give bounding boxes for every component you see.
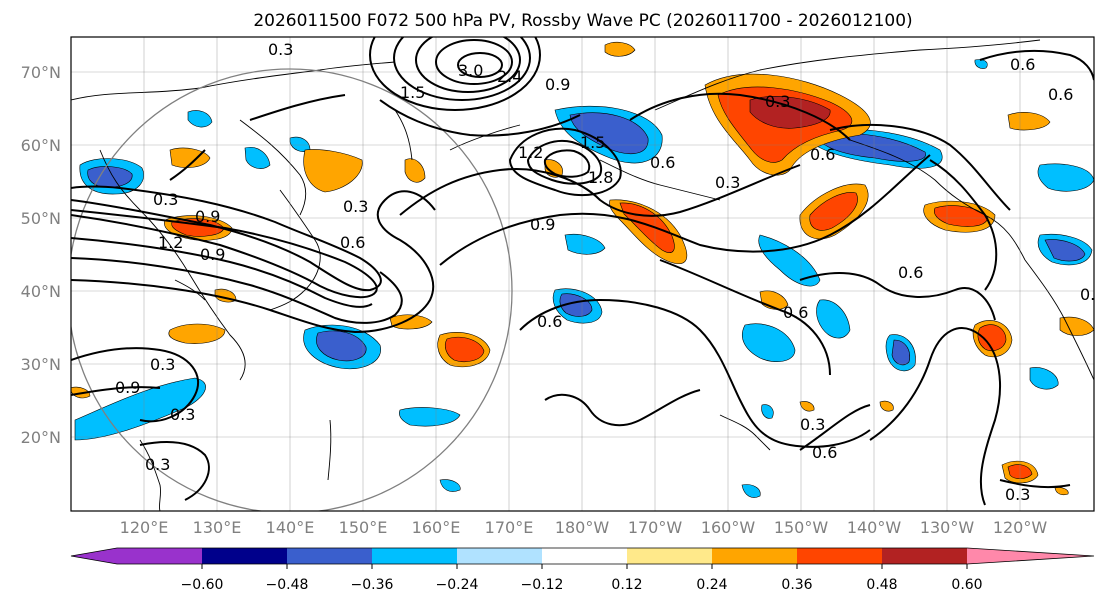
colorbar-underflow-triangle: [71, 548, 117, 564]
lat-label: 70°N: [21, 63, 61, 82]
colorbar-tick-label: −0.60: [181, 577, 224, 593]
lon-label: 160°W: [701, 518, 756, 537]
lon-label: 180°W: [555, 518, 610, 537]
lon-label: 150°W: [774, 518, 829, 537]
colorbar-segment: [797, 548, 882, 564]
pc-shading-layer: [71, 41, 1094, 498]
contour-label: 1.8: [588, 168, 613, 187]
colorbar-segment: [712, 548, 797, 564]
colorbar-tick-label: −0.48: [266, 577, 309, 593]
lon-label: 130°E: [193, 518, 242, 537]
colorbar-tick-label: 0.12: [611, 577, 642, 593]
map-panel: 0.3 3.0 2.4 1.5 0.9 1.2 1.5 1.8 0.9 0.6 …: [70, 36, 1105, 512]
contour-label: 0.9: [545, 75, 570, 94]
contour-label: 1.2: [518, 143, 543, 162]
lon-label: 120°W: [993, 518, 1048, 537]
contour-label: 0.3: [1005, 485, 1030, 504]
colorbar-overflow-triangle: [967, 548, 1094, 564]
colorbar-tick-label: 0.60: [951, 577, 982, 593]
colorbar-tick-label: −0.12: [521, 577, 564, 593]
colorbar-segment: [287, 548, 372, 564]
reference-circle: [71, 68, 513, 511]
coastlines: [71, 39, 1094, 511]
colorbar: −0.60 −0.48 −0.36 −0.24 −0.12 0.12 0.24 …: [70, 547, 1095, 593]
contour-label: 3.0: [458, 61, 483, 80]
contour-label: 1.5: [400, 83, 425, 102]
colorbar-segment: [372, 548, 457, 564]
contour-label: 0.6: [340, 233, 365, 252]
lat-label: 50°N: [21, 209, 61, 228]
lon-label: 140°E: [266, 518, 315, 537]
contour-label: 0.6: [1080, 285, 1105, 304]
contour-label: 0.9: [115, 378, 140, 397]
contour-label: 0.6: [650, 153, 675, 172]
lat-label: 60°N: [21, 136, 61, 155]
contour-label: 0.3: [268, 40, 293, 59]
contour-label: 0.3: [800, 415, 825, 434]
lon-label: 140°W: [847, 518, 902, 537]
contour-label: 0.9: [530, 215, 555, 234]
colorbar-tick-label: −0.36: [351, 577, 394, 593]
contour-label: 0.3: [765, 92, 790, 111]
contour-label: 1.5: [580, 133, 605, 152]
colorbar-segment: [542, 548, 627, 564]
lat-lon-grid: [71, 37, 1094, 511]
contour-label: 0.6: [537, 312, 562, 331]
contour-label: 0.3: [170, 405, 195, 424]
contour-label: 0.3: [715, 173, 740, 192]
lon-label: 170°W: [628, 518, 683, 537]
longitude-labels: 120°E 130°E 140°E 150°E 160°E 170°E 180°…: [120, 518, 1048, 537]
pv-contours: [71, 37, 1094, 506]
figure-title: 2026011500 F072 500 hPa PV, Rossby Wave …: [253, 11, 912, 31]
contour-label: 0.6: [898, 263, 923, 282]
colorbar-segment: [882, 548, 967, 564]
lat-label: 30°N: [21, 355, 61, 374]
contour-label: 0.3: [150, 355, 175, 374]
colorbar-segment: [117, 548, 202, 564]
map-frame: [70, 36, 1095, 512]
contour-label: 0.6: [1048, 85, 1073, 104]
lat-label: 40°N: [21, 282, 61, 301]
lon-label: 160°E: [412, 518, 461, 537]
contour-label: 1.2: [158, 233, 183, 252]
lon-label: 170°E: [485, 518, 534, 537]
colorbar-segment: [627, 548, 712, 564]
contour-label: 0.6: [783, 303, 808, 322]
contour-label: 0.3: [153, 190, 178, 209]
colorbar-ticks: [201, 564, 968, 569]
colorbar-segment: [202, 548, 287, 564]
contour-label: 0.3: [343, 197, 368, 216]
colorbar-tick-label: 0.24: [696, 577, 727, 593]
contour-label: 0.3: [145, 455, 170, 474]
colorbar-outline: [70, 547, 1095, 565]
colorbar-segment: [457, 548, 542, 564]
lon-label: 130°W: [920, 518, 975, 537]
colorbar-tick-labels: −0.60 −0.48 −0.36 −0.24 −0.12 0.12 0.24 …: [181, 577, 983, 593]
contour-label: 0.6: [812, 443, 837, 462]
positive-pc-blobs: [71, 41, 1094, 496]
contour-label: 0.6: [1010, 55, 1035, 74]
contour-label: 0.9: [195, 207, 220, 226]
colorbar-tick-label: −0.24: [436, 577, 479, 593]
lon-label: 150°E: [339, 518, 388, 537]
lat-label: 20°N: [21, 428, 61, 447]
contour-labels: 0.3 3.0 2.4 1.5 0.9 1.2 1.5 1.8 0.9 0.6 …: [115, 40, 1105, 504]
contour-label: 0.9: [200, 245, 225, 264]
colorbar-tick-label: 0.48: [866, 577, 897, 593]
lon-label: 120°E: [120, 518, 169, 537]
contour-label: 0.6: [810, 145, 835, 164]
contour-label: 2.4: [497, 67, 522, 86]
colorbar-tick-label: 0.36: [781, 577, 812, 593]
latitude-labels: 70°N 60°N 50°N 40°N 30°N 20°N: [21, 63, 61, 447]
